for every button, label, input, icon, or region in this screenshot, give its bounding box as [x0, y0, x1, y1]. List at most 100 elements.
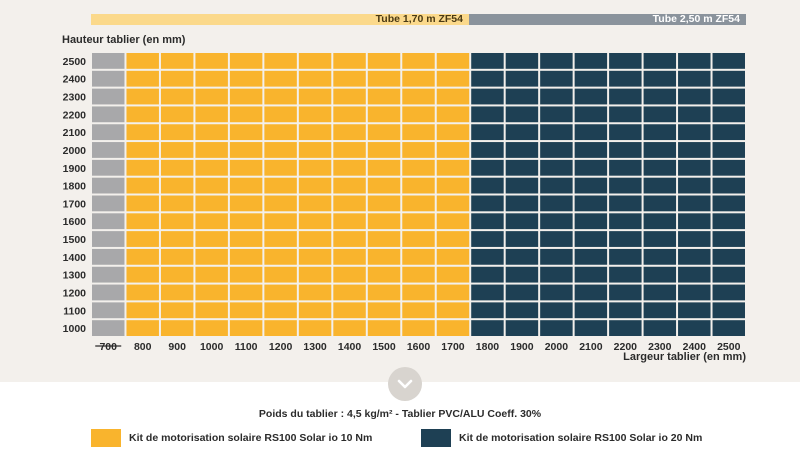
cell-series-1 — [609, 159, 642, 176]
cell-series-0 — [160, 106, 194, 123]
cell-series-0 — [264, 248, 297, 265]
cell-series-0 — [264, 53, 297, 69]
cell-series-1 — [471, 302, 504, 319]
cell-series-1 — [609, 195, 642, 212]
x-tick-label: 1200 — [269, 341, 293, 353]
cell-series-1 — [540, 284, 573, 301]
y-tick-label: 1500 — [63, 234, 87, 246]
y-tick-label: 1400 — [63, 252, 87, 264]
cell-series-1 — [609, 142, 642, 158]
cell-series-1 — [505, 53, 539, 69]
cell-series-1 — [712, 70, 745, 87]
cell-series-1 — [712, 124, 745, 141]
cell-series-1 — [678, 231, 711, 247]
cell-series-1 — [471, 88, 504, 105]
cell-series-1 — [712, 53, 745, 69]
cell-series-0 — [160, 213, 194, 230]
cell-series-1 — [540, 213, 573, 230]
cell-series-0 — [367, 177, 401, 194]
scroll-down-button[interactable] — [388, 367, 422, 401]
cell-series-0 — [436, 177, 470, 194]
cell-series-0 — [264, 284, 297, 301]
legend-swatch-navy — [421, 429, 451, 447]
cell-series-0 — [402, 88, 435, 105]
cell-series-1 — [712, 213, 745, 230]
cell-series-0 — [160, 88, 194, 105]
cell-series-1 — [678, 142, 711, 158]
cell-series-0 — [298, 284, 332, 301]
y-tick-label: 2300 — [63, 92, 87, 104]
cell-series-1 — [678, 159, 711, 176]
x-tick-label: 2100 — [579, 341, 603, 353]
cell-series-0 — [195, 124, 228, 141]
cell-series-1 — [540, 231, 573, 247]
cell-series-0 — [402, 231, 435, 247]
cell-series-1 — [505, 302, 539, 319]
cell-series-0 — [195, 284, 228, 301]
legend-item-10nm: Kit de motorisation solaire RS100 Solar … — [91, 429, 372, 447]
cell-series-1 — [609, 124, 642, 141]
chart-grid: 1000 1100 1200 1300 1400 1500 1600 1700 1800 1900… — [63, 53, 745, 353]
cell-series-0 — [367, 284, 401, 301]
cell-series-1 — [574, 195, 608, 212]
cell-series-0 — [264, 70, 297, 87]
cell-series-0 — [402, 248, 435, 265]
cell-series-1 — [712, 266, 745, 283]
cell-series-1 — [471, 320, 504, 336]
cell-series-1 — [609, 231, 642, 247]
cell-series-0 — [160, 320, 194, 336]
cell-series-0 — [195, 70, 228, 87]
cell-series-0 — [126, 284, 159, 301]
cell-series-0 — [229, 284, 263, 301]
cell-series-1 — [540, 124, 573, 141]
cell-not-available — [92, 266, 125, 283]
weight-info: Poids du tablier : 4,5 kg/m² - Tablier P… — [258, 408, 542, 420]
cell-series-1 — [505, 320, 539, 336]
cell-series-1 — [471, 248, 504, 265]
cell-series-1 — [609, 266, 642, 283]
cell-series-0 — [402, 142, 435, 158]
cell-series-0 — [436, 231, 470, 247]
cell-series-0 — [126, 124, 159, 141]
cell-not-available — [92, 302, 125, 319]
cell-series-1 — [609, 70, 642, 87]
cell-series-0 — [195, 248, 228, 265]
cell-series-1 — [540, 159, 573, 176]
cell-series-0 — [298, 106, 332, 123]
cell-series-0 — [436, 106, 470, 123]
cell-series-1 — [471, 159, 504, 176]
cell-series-0 — [298, 88, 332, 105]
cell-series-0 — [229, 177, 263, 194]
cell-series-0 — [333, 159, 366, 176]
cell-series-0 — [333, 231, 366, 247]
cell-series-1 — [712, 320, 745, 336]
cell-series-1 — [678, 124, 711, 141]
legend-item-20nm: Kit de motorisation solaire RS100 Solar … — [421, 429, 702, 447]
cell-series-0 — [333, 106, 366, 123]
cell-series-1 — [678, 177, 711, 194]
cell-series-1 — [643, 88, 677, 105]
cell-series-1 — [540, 248, 573, 265]
cell-series-0 — [229, 106, 263, 123]
y-tick-label: 2000 — [63, 145, 87, 157]
cell-series-1 — [574, 248, 608, 265]
tube-1-bar: Tube 1,70 m ZF54 — [91, 14, 469, 25]
cell-series-1 — [540, 53, 573, 69]
cell-series-1 — [574, 88, 608, 105]
legend-label-10nm: Kit de motorisation solaire RS100 Solar … — [129, 432, 373, 444]
cell-series-1 — [505, 159, 539, 176]
cell-series-1 — [505, 284, 539, 301]
cell-series-0 — [126, 213, 159, 230]
cell-series-1 — [678, 213, 711, 230]
cell-series-0 — [367, 320, 401, 336]
cell-series-0 — [195, 231, 228, 247]
cell-series-0 — [264, 195, 297, 212]
cell-series-1 — [471, 124, 504, 141]
cell-series-0 — [160, 266, 194, 283]
cell-series-0 — [229, 53, 263, 69]
cell-series-0 — [367, 142, 401, 158]
legend-swatch-yellow — [91, 429, 121, 447]
cell-series-0 — [264, 231, 297, 247]
cell-series-0 — [333, 302, 366, 319]
x-tick-label: 800 — [134, 341, 152, 353]
